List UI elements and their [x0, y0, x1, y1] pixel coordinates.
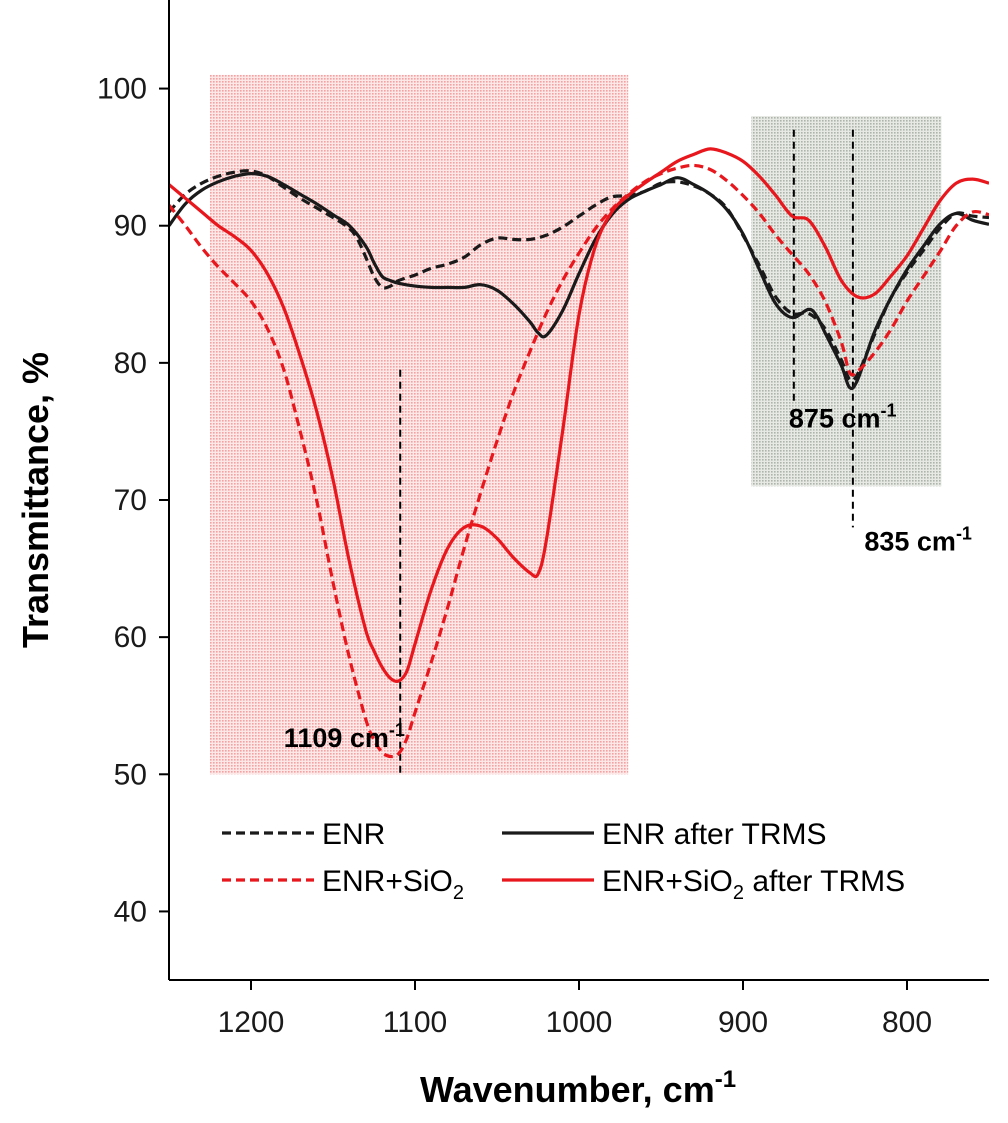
y-tick-label-100: 100	[97, 73, 147, 106]
x-tick-label-1200: 1200	[218, 1006, 285, 1039]
anno-875: 875 cm-1	[789, 400, 897, 433]
legend-label-enr-sio2-after-trms: ENR+SiO2 after TRMS	[602, 865, 905, 904]
series-enr-sio2	[169, 163, 989, 759]
x-tick-label-900: 900	[718, 1006, 768, 1039]
series-enr	[169, 169, 989, 383]
legend-label-enr: ENR	[322, 818, 385, 851]
y-axis-label: Transmittance, %	[15, 352, 56, 648]
y-tick-label-40: 40	[114, 895, 147, 928]
x-axis-label: Wavenumber, cm-1	[420, 1066, 736, 1110]
legend-label-enr-sio2: ENR+SiO2	[322, 865, 464, 904]
si-o-si-band	[210, 74, 629, 775]
anno-1109: 1109 cm-1	[284, 720, 405, 753]
y-tick-label-90: 90	[114, 210, 147, 243]
y-tick-label-60: 60	[114, 621, 147, 654]
x-tick-label-800: 800	[882, 1006, 932, 1039]
x-tick-label-1000: 1000	[546, 1006, 613, 1039]
y-tick-label-80: 80	[114, 347, 147, 380]
y-tick-label-50: 50	[114, 758, 147, 791]
y-tick-label-70: 70	[114, 484, 147, 517]
series-enr-sio2-after-trms	[169, 147, 989, 684]
legend-label-enr-after-trms: ENR after TRMS	[602, 818, 827, 851]
x-tick-label-1100: 1100	[383, 1006, 448, 1039]
anno-835: 835 cm-1	[864, 524, 972, 557]
epoxy-band	[751, 116, 942, 487]
series-enr-after-trms	[169, 172, 989, 391]
